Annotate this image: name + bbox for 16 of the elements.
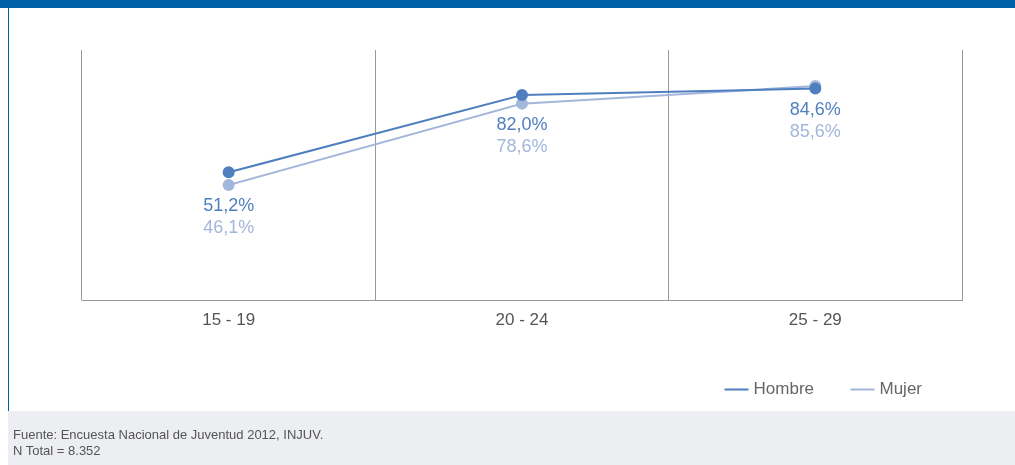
data-label: 78,6% [496,135,548,156]
point [222,166,235,179]
x-tick-label: 15 - 19 [202,310,256,330]
point [222,179,235,192]
x-tick-label: 20 - 24 [495,310,549,330]
data-label: 82,0% [496,113,548,134]
data-label: 84,6% [789,98,841,119]
data-label: 46,1% [203,217,255,238]
source-note: Fuente: Encuesta Nacional de Juventud 2012, INJUV. [13,427,325,443]
data-label: 51,2% [203,195,255,216]
data-label: 85,6% [789,120,841,141]
point [516,89,528,102]
x-tick-label: 25 - 29 [788,310,842,330]
legend-label: Mujer [879,379,923,399]
text: N Total = 8.352 [13,443,102,459]
legend-label: Hombre [753,379,814,399]
